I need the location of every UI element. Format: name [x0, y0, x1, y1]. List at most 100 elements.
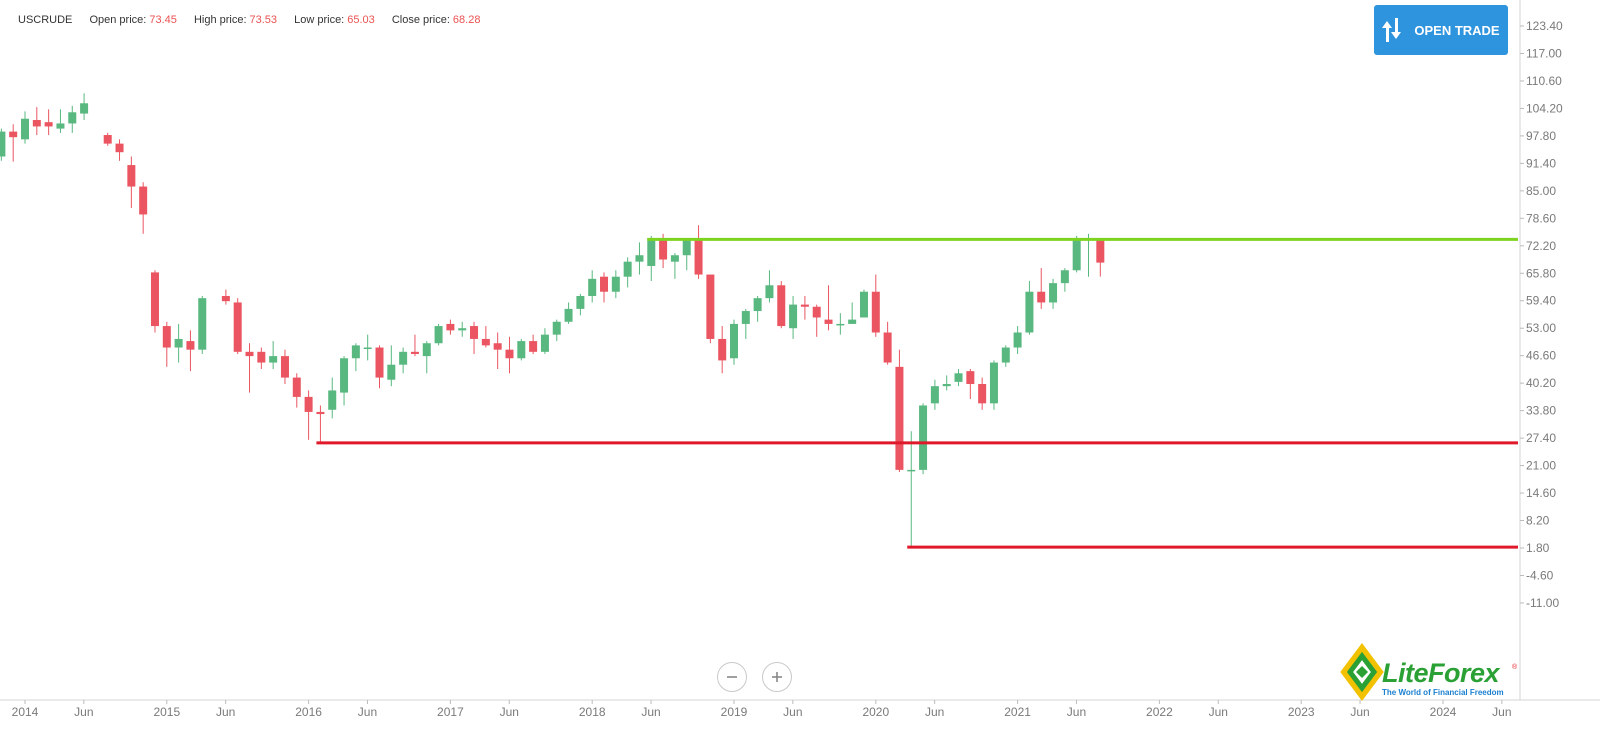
candle-body	[694, 238, 703, 275]
candle-body	[517, 341, 526, 359]
y-tick-label: 14.60	[1526, 486, 1556, 500]
candle	[978, 377, 987, 410]
candle-body	[659, 238, 668, 260]
candle-body	[9, 131, 18, 138]
candle-body	[576, 296, 585, 309]
candle-body	[115, 143, 124, 153]
candle-body	[777, 285, 786, 327]
candle	[800, 296, 809, 320]
candle	[824, 285, 833, 331]
y-tick-label: 110.60	[1526, 74, 1562, 88]
candle-body	[340, 358, 349, 393]
candle-body	[233, 302, 242, 352]
candle	[1049, 278, 1058, 309]
x-tick-label: 2021	[1004, 705, 1031, 719]
y-tick-label: -11.00	[1526, 596, 1559, 610]
candle	[789, 296, 798, 339]
x-tick-label: Jun	[216, 705, 235, 719]
candle	[540, 328, 549, 354]
candle-body	[600, 276, 609, 292]
candle	[446, 319, 455, 335]
candle	[611, 270, 620, 299]
candle	[730, 319, 738, 365]
candle-body	[174, 338, 183, 348]
candle	[564, 302, 573, 324]
candle	[600, 272, 609, 303]
candle-body	[139, 186, 148, 215]
candle	[44, 109, 53, 136]
candle-body	[280, 356, 289, 378]
candle-body	[470, 326, 479, 339]
candle-body	[269, 356, 278, 363]
candle-body	[883, 332, 892, 363]
candle	[966, 368, 975, 400]
up-down-arrows-icon	[1382, 18, 1402, 42]
candle-body	[434, 326, 443, 344]
y-tick-label: 33.80	[1526, 404, 1556, 418]
candle	[186, 330, 195, 372]
candle-body	[458, 328, 467, 331]
candle-body	[1037, 291, 1046, 303]
candle	[434, 323, 443, 346]
logo-wordmark: LiteForex	[1382, 658, 1500, 688]
x-tick-label: Jun	[1350, 705, 1369, 719]
candle-body	[363, 347, 372, 350]
candle-body	[446, 323, 455, 331]
candle-body	[635, 255, 644, 262]
candle	[529, 334, 538, 354]
candle	[812, 304, 821, 337]
candle	[1060, 268, 1069, 292]
candle-body	[375, 347, 384, 378]
candle-body	[800, 304, 809, 307]
y-tick-label: 117.00	[1526, 46, 1562, 60]
x-tick-label: 2014	[12, 705, 39, 719]
low-price-value: 65.03	[347, 14, 375, 26]
candle	[1096, 240, 1105, 277]
candle-body	[978, 384, 987, 404]
candle-body	[540, 334, 549, 352]
x-tick-label: Jun	[358, 705, 377, 719]
open-price-value: 73.45	[149, 14, 177, 26]
candle-body	[895, 366, 904, 470]
candle-body	[989, 362, 998, 404]
candle	[623, 257, 632, 288]
candle-body	[410, 351, 419, 354]
x-tick-label: 2016	[295, 705, 322, 719]
y-tick-label: 27.40	[1526, 431, 1556, 445]
candle	[647, 235, 656, 281]
candle-body	[44, 122, 53, 127]
candle	[399, 347, 408, 374]
candle	[269, 341, 278, 369]
candle	[340, 356, 349, 406]
zoom-out-button[interactable]	[717, 662, 747, 692]
high-price-value: 73.53	[249, 14, 278, 26]
candle	[871, 274, 880, 337]
candle-body	[789, 304, 798, 329]
candle-body	[316, 411, 325, 415]
candle	[1001, 345, 1010, 367]
candle	[706, 274, 715, 344]
candle-body	[741, 311, 750, 324]
candle	[576, 293, 585, 316]
y-tick-label: 97.80	[1526, 129, 1556, 143]
registered-mark: ®	[1512, 664, 1518, 671]
candle	[351, 343, 360, 372]
candle-body	[812, 306, 821, 318]
candle-body	[942, 384, 951, 387]
x-tick-label: 2018	[579, 705, 606, 719]
candle	[470, 321, 479, 354]
candle-body	[848, 319, 857, 324]
x-tick-label: 2023	[1288, 705, 1315, 719]
candle	[56, 109, 65, 133]
zoom-in-button[interactable]	[762, 662, 792, 692]
open-trade-button[interactable]: OPEN TRADE	[1374, 5, 1508, 55]
candle	[68, 105, 77, 133]
candle-body	[351, 345, 360, 359]
x-tick-label: Jun	[74, 705, 93, 719]
close-price-value: 68.28	[452, 14, 481, 26]
candle-body	[859, 291, 868, 318]
candle	[989, 360, 998, 410]
candle-body	[564, 308, 573, 322]
candle	[895, 349, 904, 473]
